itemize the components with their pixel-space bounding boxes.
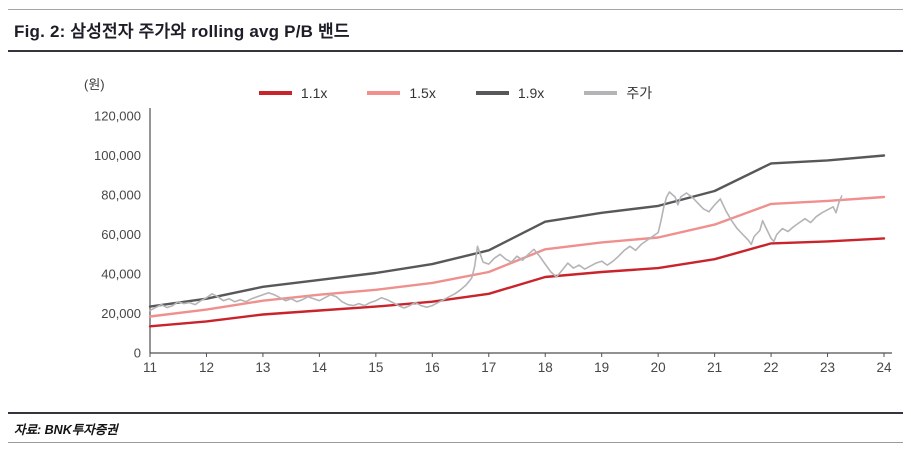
footer-divider-top (8, 412, 903, 414)
legend-swatch-1-5x (367, 91, 401, 95)
y-axis-tick-label: 60,000 (101, 227, 141, 242)
x-axis-tick-label: 23 (820, 360, 835, 375)
legend-label-price: 주가 (626, 85, 653, 101)
y-axis-tick-label: 40,000 (101, 267, 141, 282)
x-axis-tick-label: 22 (764, 360, 779, 375)
y-axis-unit-label: (원) (84, 77, 105, 92)
x-axis-tick-label: 19 (594, 360, 609, 375)
x-axis-tick-label: 18 (538, 360, 553, 375)
x-axis-tick-label: 17 (481, 360, 496, 375)
footer-divider-bottom (8, 442, 903, 443)
chart-area: (원) 1.1x 1.5x 1.9x 주가 0 20,000 40,000 60,000 80… (0, 52, 911, 412)
legend-item-1-5x: 1.5x (367, 85, 436, 101)
series-line-1-5x (148, 195, 886, 318)
series-line-1-1x (148, 237, 886, 328)
legend-item-price: 주가 (584, 83, 652, 103)
x-axis-tick-label: 24 (876, 360, 892, 375)
y-axis-tick-label: 0 (134, 346, 141, 361)
legend-swatch-1-9x (475, 91, 509, 95)
y-axis-tick-label: 20,000 (101, 306, 141, 321)
y-axis-tick-label: 80,000 (101, 188, 141, 203)
y-axis-tick-label: 100,000 (94, 148, 141, 163)
y-axis-tick-label: 120,000 (94, 109, 141, 124)
legend-label-1-5x: 1.5x (409, 85, 436, 101)
x-axis-tick-label: 13 (255, 360, 270, 375)
legend-swatch-price (584, 91, 618, 95)
x-axis-tick-label: 14 (312, 360, 328, 375)
chart-svg: 0 20,000 40,000 60,000 80,000 100,000 120,000 1… (94, 108, 892, 375)
x-axis-tick-label: 16 (425, 360, 440, 375)
x-axis-tick-label: 11 (143, 360, 157, 375)
x-axis-tick-label: 12 (199, 360, 214, 375)
title-divider (8, 50, 903, 52)
top-divider (8, 9, 903, 10)
source-text: 자료: BNK투자증권 (14, 423, 118, 437)
x-axis-tick-label: 15 (368, 360, 383, 375)
legend-label-1-9x: 1.9x (517, 85, 545, 101)
legend-item-1-1x: 1.1x (258, 85, 328, 101)
series-line-1-9x (148, 154, 886, 308)
x-axis-tick-label: 21 (707, 360, 722, 375)
legend-item-1-9x: 1.9x (475, 85, 545, 101)
figure-title: Fig. 2: 삼성전자 주가와 rolling avg P/B 밴드 (14, 22, 350, 41)
series-line-price (149, 191, 843, 312)
legend: 1.1x 1.5x 1.9x 주가 (0, 83, 911, 103)
legend-swatch-1-1x (258, 91, 292, 95)
legend-label-1-1x: 1.1x (300, 85, 328, 101)
x-axis-tick-label: 20 (651, 360, 666, 375)
